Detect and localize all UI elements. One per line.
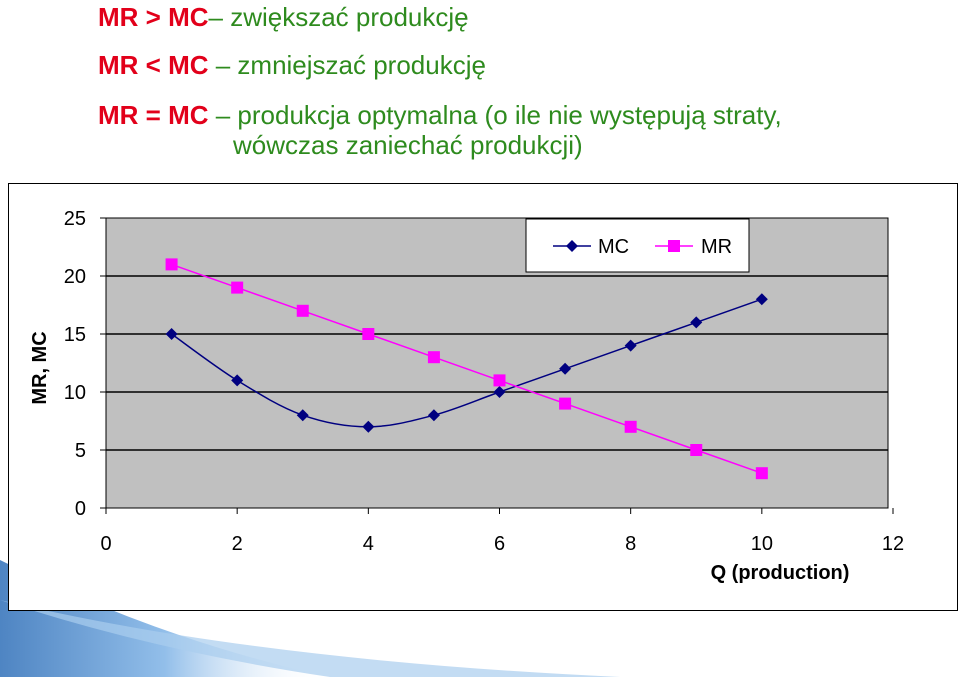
series-mc [165,293,768,433]
rule-action: zmniejszać produkcję [230,50,486,80]
rule-dash: – [208,2,223,32]
rule-condition: MR = MC [98,100,209,130]
x-tick-label: 12 [882,533,904,555]
y-axis-label: MR, MC [29,331,51,404]
plot-area [105,217,889,509]
data-point-mr [755,467,768,480]
series-line-mr [171,263,763,474]
y-tick-label: 10 [64,382,86,404]
legend-label: MR [701,236,732,258]
legend-entry-mc: MC [553,236,629,258]
rule-dash: – [208,100,231,130]
y-tick-label: 5 [75,440,86,462]
data-point-mr [493,374,506,387]
data-point-mr [362,328,375,340]
y-tick-label: 0 [75,498,86,520]
legend-label: MC [598,236,629,258]
series-line-mc [171,298,763,428]
legend: MC MR [525,218,750,273]
x-tick-label: 2 [232,533,243,555]
legend-entry-mr: MR [655,236,732,258]
data-point-mc [624,339,637,352]
data-point-mc [362,420,375,433]
data-point-mr [559,397,572,410]
data-point-mc [231,374,244,387]
legend-marker [566,240,578,252]
data-point-mr [296,304,309,317]
production-rules: MR > MC– zwiększać produkcję MR < MC – z… [0,0,960,180]
rule-optimal: MR = MC – produkcja optymalna (o ile nie… [98,100,782,130]
y-tick-label: 25 [64,208,86,230]
rule-optimal-continuation: wówczas zaniechać produkcji) [233,130,583,160]
rule-decrease: MR < MC – zmniejszać produkcję [98,50,486,80]
x-tick-label: 0 [100,533,111,555]
data-point-mr [165,258,178,271]
data-point-mr [690,444,703,456]
rule-action: produkcja optymalna (o ile nie występują… [230,100,782,130]
x-tick-label: 4 [363,533,374,555]
x-tick-label: 6 [494,533,505,555]
data-point-mr [231,281,244,294]
series-mr [165,258,768,480]
legend-marker [668,240,680,252]
rule-dash: – [208,50,231,80]
rule-condition: MR > MC [98,2,209,32]
y-tick-label: 15 [64,324,86,346]
data-point-mc [755,293,768,306]
data-point-mc [296,409,309,422]
y-tick-label: 20 [64,266,86,288]
data-point-mc [493,386,506,398]
data-point-mr [624,420,637,433]
rule-action: zwiększać produkcję [222,2,469,32]
series-layer [165,258,768,480]
data-point-mr [427,351,440,364]
x-ticks: 0 2 4 6 8 10 12 [100,508,904,555]
data-point-mc [427,409,440,422]
data-point-mc [559,362,572,375]
y-ticks: 0 5 10 15 20 25 [64,208,106,520]
x-tick-label: 10 [751,533,773,555]
x-tick-label: 8 [625,533,636,555]
data-point-mc [690,316,703,329]
data-point-mc [165,328,178,340]
x-axis-label: Q (production) [711,562,850,584]
rule-condition: MR < MC [98,50,209,80]
rule-increase: MR > MC– zwiększać produkcję [98,2,469,32]
